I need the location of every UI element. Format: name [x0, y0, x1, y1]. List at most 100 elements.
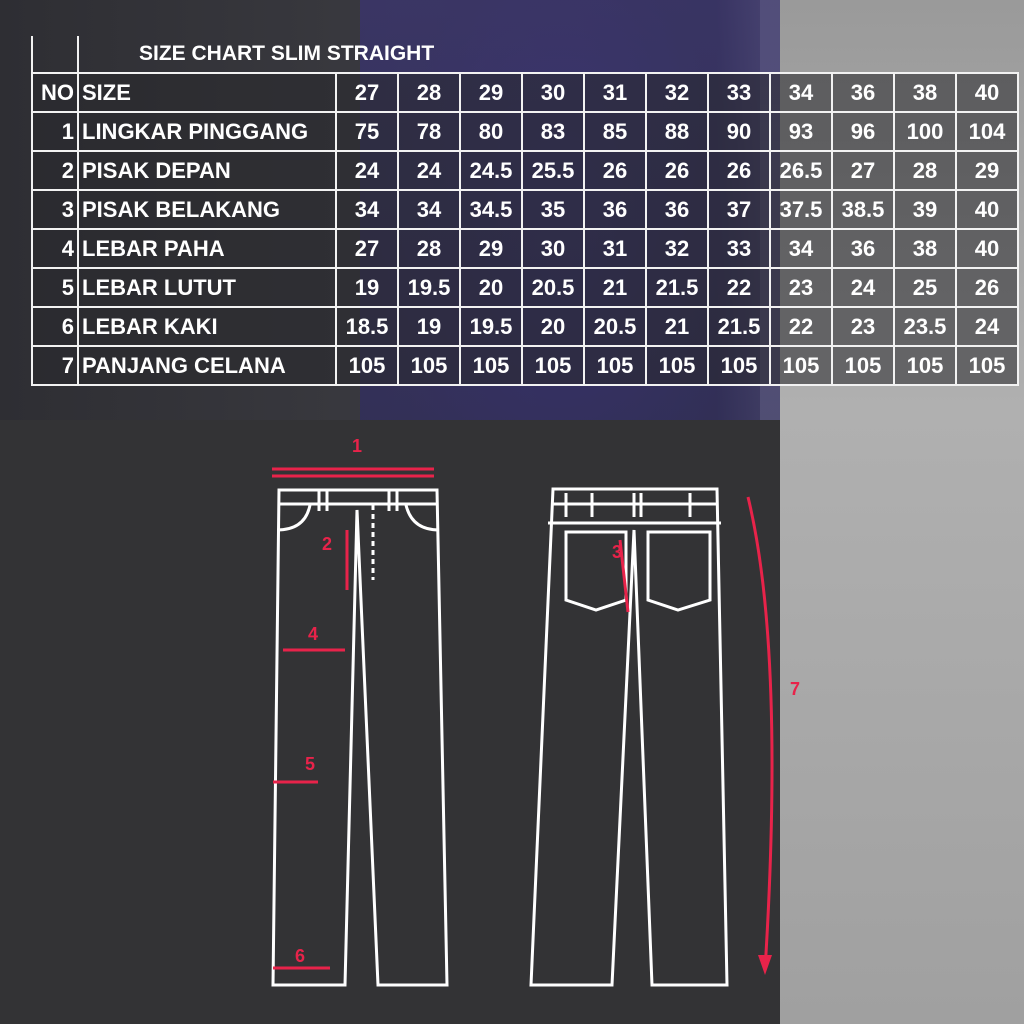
table-cell: 105	[893, 345, 957, 386]
table-cell: 24	[397, 150, 461, 191]
table-cell: 30	[521, 228, 585, 269]
table-cell: 21.5	[645, 267, 709, 308]
table-cell: 105	[583, 345, 647, 386]
table-cell: 20.5	[521, 267, 585, 308]
table-cell: 40	[955, 228, 1019, 269]
table-cell: 83	[521, 111, 585, 152]
table-cell: 27	[831, 150, 895, 191]
table-cell: 34	[769, 228, 833, 269]
table-row: 6 LEBAR KAKI 18.5 19 19.5 20 20.5 21 21.5 22 23 23.…	[31, 306, 1019, 347]
table-cell: 34	[335, 189, 399, 230]
table-cell: 36	[645, 189, 709, 230]
table-cell: 34.5	[459, 189, 523, 230]
table-cell: 105	[335, 345, 399, 386]
measure-lines	[272, 467, 774, 971]
table-cell: 26	[645, 150, 709, 191]
table-cell: 104	[955, 111, 1019, 152]
header-size-28: 28	[397, 72, 461, 113]
table-cell: 22	[707, 267, 771, 308]
marker-6: 6	[295, 946, 305, 966]
header-size-38: 38	[893, 72, 957, 113]
row-label: LEBAR LUTUT	[77, 267, 337, 308]
table-cell: 25	[893, 267, 957, 308]
row-number: 1	[31, 111, 79, 152]
header-size-33: 33	[707, 72, 771, 113]
header-size-36: 36	[831, 72, 895, 113]
table-row: 7 PANJANG CELANA 105 105 105 105 105 105 105 105 1…	[31, 345, 1019, 386]
table-cell: 24	[955, 306, 1019, 347]
chart-title: SIZE CHART SLIM STRAIGHT	[77, 36, 522, 73]
table-cell: 18.5	[335, 306, 399, 347]
table-cell: 21	[645, 306, 709, 347]
marker-4: 4	[308, 624, 318, 644]
header-row: NO SIZE 27 28 29 30 31 32 33 34 36 38 40	[31, 72, 1019, 113]
table-cell: 20	[521, 306, 585, 347]
arrow-icon	[758, 955, 772, 975]
table-cell: 26	[955, 267, 1019, 308]
table-cell: 23	[769, 267, 833, 308]
table-cell: 29	[955, 150, 1019, 191]
row-number: 2	[31, 150, 79, 191]
table-cell: 26	[583, 150, 647, 191]
table-cell: 32	[645, 228, 709, 269]
table-cell: 33	[707, 228, 771, 269]
table-cell: 22	[769, 306, 833, 347]
marker-3: 3	[612, 542, 622, 562]
header-size: SIZE	[77, 72, 337, 113]
table-cell: 75	[335, 111, 399, 152]
table-cell: 20.5	[583, 306, 647, 347]
table-cell: 23.5	[893, 306, 957, 347]
size-chart-table: SIZE CHART SLIM STRAIGHT NO SIZE 27 28 29 3…	[31, 36, 1019, 386]
header-no: NO	[31, 72, 79, 113]
table-row: 3 PISAK BELAKANG 34 34 34.5 35 36 36 37 37.5 38.5 3…	[31, 189, 1019, 230]
table-cell: 105	[955, 345, 1019, 386]
table-cell: 39	[893, 189, 957, 230]
table-cell: 36	[831, 228, 895, 269]
table-row: 5 LEBAR LUTUT 19 19.5 20 20.5 21 21.5 22 23 24 25 26	[31, 267, 1019, 308]
row-label: PANJANG CELANA	[77, 345, 337, 386]
table-cell: 28	[397, 228, 461, 269]
front-pants-outline	[271, 488, 449, 987]
row-label: LEBAR KAKI	[77, 306, 337, 347]
title-row: SIZE CHART SLIM STRAIGHT	[31, 36, 1018, 73]
table-cell: 31	[583, 228, 647, 269]
table-cell: 78	[397, 111, 461, 152]
table-cell: 19	[397, 306, 461, 347]
row-label: PISAK DEPAN	[77, 150, 337, 191]
table-cell: 37	[707, 189, 771, 230]
table-cell: 28	[893, 150, 957, 191]
table-cell: 40	[955, 189, 1019, 230]
row-label: PISAK BELAKANG	[77, 189, 337, 230]
row-number: 5	[31, 267, 79, 308]
table-row: 1 LINGKAR PINGGANG 75 78 80 83 85 88 90 93 96 100 10…	[31, 111, 1019, 152]
table-cell: 24.5	[459, 150, 523, 191]
table-cell: 26.5	[769, 150, 833, 191]
table-cell: 26	[707, 150, 771, 191]
row-number: 6	[31, 306, 79, 347]
table-cell: 105	[769, 345, 833, 386]
table-cell: 80	[459, 111, 523, 152]
marker-5: 5	[305, 754, 315, 774]
row-number: 4	[31, 228, 79, 269]
table-cell: 19	[335, 267, 399, 308]
table-cell: 34	[397, 189, 461, 230]
table-cell: 19.5	[459, 306, 523, 347]
header-size-40: 40	[955, 72, 1019, 113]
table-cell: 24	[831, 267, 895, 308]
marker-1: 1	[352, 436, 362, 456]
table-cell: 93	[769, 111, 833, 152]
table-cell: 105	[459, 345, 523, 386]
header-size-27: 27	[335, 72, 399, 113]
table-cell: 105	[397, 345, 461, 386]
row-number: 3	[31, 189, 79, 230]
table-cell: 105	[521, 345, 585, 386]
table-cell: 38	[893, 228, 957, 269]
table-cell: 25.5	[521, 150, 585, 191]
table-cell: 36	[583, 189, 647, 230]
table-cell: 90	[707, 111, 771, 152]
table-cell: 105	[707, 345, 771, 386]
table-cell: 105	[831, 345, 895, 386]
header-size-30: 30	[521, 72, 585, 113]
table-cell: 96	[831, 111, 895, 152]
